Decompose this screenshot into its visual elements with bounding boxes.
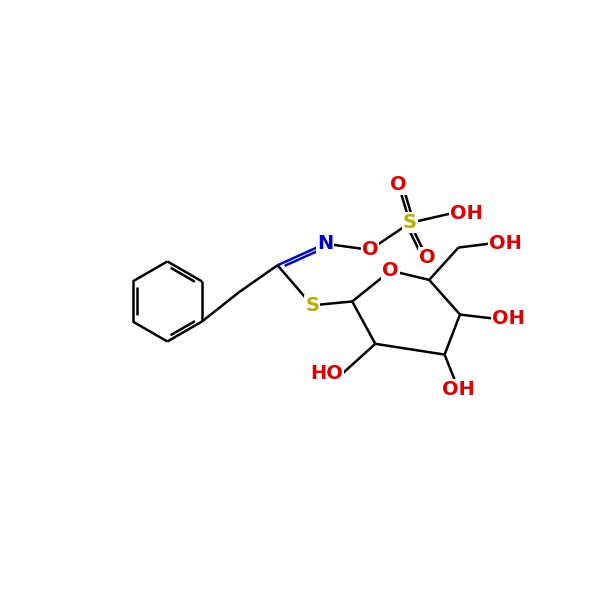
Text: S: S [305, 296, 319, 315]
Text: O: O [362, 241, 378, 259]
Text: O: O [390, 175, 407, 194]
Text: OH: OH [489, 234, 522, 253]
Text: O: O [382, 261, 399, 280]
Text: S: S [403, 214, 417, 232]
Text: N: N [317, 234, 334, 253]
Text: OH: OH [442, 380, 475, 399]
Text: O: O [419, 248, 435, 267]
Text: OH: OH [450, 204, 483, 223]
Text: OH: OH [493, 309, 525, 328]
Text: HO: HO [310, 364, 343, 383]
